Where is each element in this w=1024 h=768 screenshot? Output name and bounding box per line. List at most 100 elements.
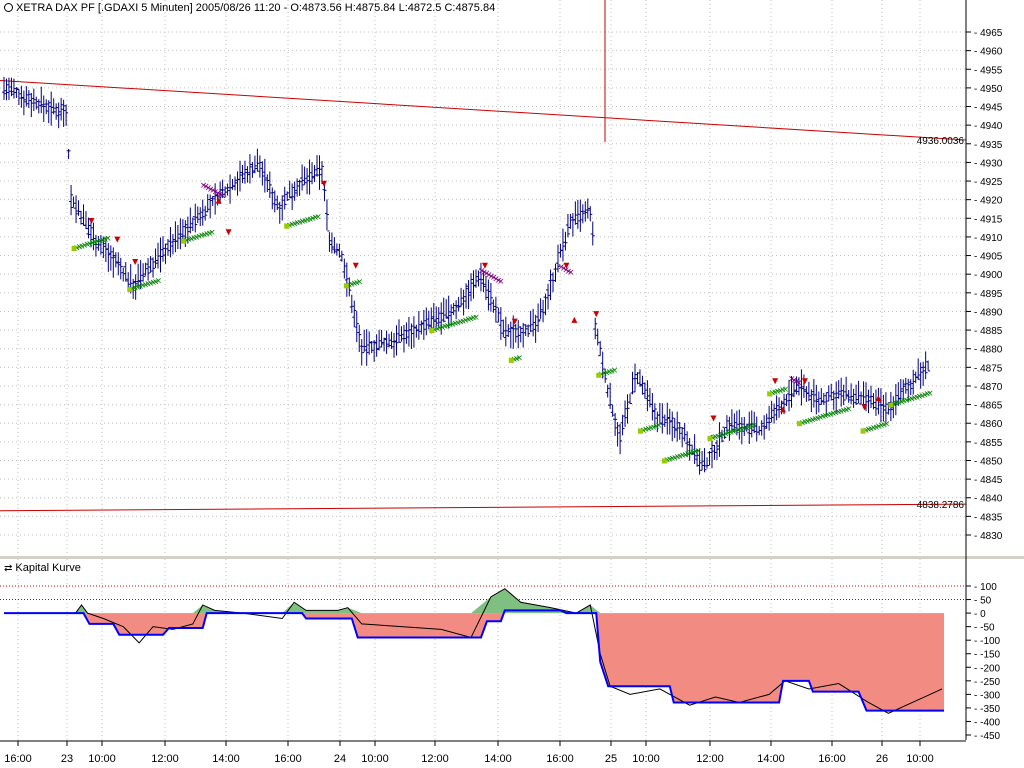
- y-tick-label: - 4885: [974, 326, 1003, 337]
- stop-marker: ×: [155, 277, 163, 287]
- short-marker: ×: [795, 379, 803, 389]
- x-tick-label: 26: [876, 753, 888, 765]
- stop-start-marker: [661, 458, 667, 464]
- y-tick-label: - 4835: [974, 512, 1003, 523]
- stop-marker: ×: [598, 370, 606, 380]
- short-marker: ×: [205, 183, 213, 193]
- stop-marker: ×: [779, 386, 787, 396]
- y-tick-label: - 4920: [974, 196, 1003, 207]
- stop-marker: ×: [457, 318, 465, 328]
- y-tick-label: - -100: [974, 636, 1001, 647]
- swap-arrows-icon[interactable]: ⇄: [4, 563, 13, 574]
- y-tick-label: - 4915: [974, 214, 1003, 225]
- short-marker: ×: [788, 375, 796, 385]
- stop-marker: ×: [139, 281, 147, 291]
- stop-marker: ×: [436, 324, 444, 334]
- y-tick-label: - 4875: [974, 363, 1003, 374]
- stop-marker: ×: [730, 427, 738, 437]
- stop-marker: ×: [104, 234, 112, 244]
- stop-marker: ×: [439, 323, 447, 333]
- stop-marker: ×: [206, 229, 214, 239]
- stop-start-marker: [888, 402, 894, 408]
- stop-marker: ×: [652, 422, 660, 432]
- stop-marker: ×: [809, 415, 817, 425]
- x-tick-label: 10:00: [906, 753, 934, 765]
- y-tick-label: - 4945: [974, 103, 1003, 114]
- stop-marker: ×: [663, 456, 671, 466]
- stop-marker: ×: [510, 355, 518, 365]
- stop-marker: ×: [872, 423, 880, 433]
- y-tick-label: - -400: [974, 717, 1001, 728]
- x-tick-label: 12:00: [421, 753, 449, 765]
- stop-marker: ×: [647, 424, 655, 434]
- stop-marker: ×: [131, 284, 139, 294]
- stop-marker: ×: [684, 450, 692, 460]
- stop-marker: ×: [732, 426, 740, 436]
- stop-marker: ×: [306, 215, 314, 225]
- stop-marker: ×: [840, 406, 848, 416]
- stop-marker: ×: [801, 418, 809, 428]
- stop-marker: ×: [774, 387, 782, 397]
- stop-marker: ×: [188, 234, 196, 244]
- short-marker: ×: [485, 270, 493, 280]
- stop-start-marker: [429, 328, 435, 334]
- stop-marker: ×: [842, 405, 850, 415]
- short-marker: ×: [216, 190, 224, 200]
- stop-marker: ×: [309, 214, 317, 224]
- panel-splitter[interactable]: [0, 556, 1024, 559]
- stop-marker: ×: [86, 239, 94, 249]
- short-marker: ×: [497, 277, 505, 287]
- price-y-axis: - 4830 - 4835 - 4840 - 4845 - 4850 - 4855 - 48…: [966, 28, 1003, 542]
- stop-marker: ×: [640, 426, 648, 436]
- stop-marker: ×: [905, 395, 913, 405]
- x-tick-label: 23: [61, 753, 73, 765]
- x-tick-label: 14:00: [757, 753, 785, 765]
- stop-marker: ×: [880, 420, 888, 430]
- stop-marker: ×: [689, 448, 697, 458]
- stop-marker: ×: [190, 234, 198, 244]
- stop-marker: ×: [822, 411, 830, 421]
- y-tick-label: - 4830: [974, 531, 1003, 542]
- short-marker: ×: [478, 266, 486, 276]
- stop-marker: ×: [750, 421, 758, 431]
- stop-marker: ×: [600, 369, 608, 379]
- y-tick-label: - -250: [974, 677, 1001, 688]
- channel-value-label: 4936.0036: [917, 136, 965, 147]
- short-marker: ×: [488, 272, 496, 282]
- stop-marker: ×: [203, 230, 211, 240]
- stop-marker: ×: [645, 424, 653, 434]
- short-entry-arrow: [481, 262, 488, 269]
- short-marker: ×: [495, 276, 503, 286]
- x-tick-label: 16:00: [274, 753, 302, 765]
- x-tick-label: 12:00: [151, 753, 179, 765]
- stop-marker: ×: [94, 237, 102, 247]
- stop-marker: ×: [611, 366, 619, 376]
- stop-marker: ×: [81, 241, 89, 251]
- stop-marker: ×: [650, 423, 658, 433]
- stop-marker: ×: [208, 228, 216, 238]
- chart-settings-icon[interactable]: [4, 3, 13, 12]
- stop-marker: ×: [431, 325, 439, 335]
- stop-start-marker: [180, 238, 186, 244]
- stop-marker: ×: [740, 424, 748, 434]
- stop-marker: ×: [681, 450, 689, 460]
- short-marker: ×: [212, 187, 220, 197]
- stop-start-marker: [508, 357, 514, 363]
- stop-marker: ×: [819, 412, 827, 422]
- y-tick-label: - 4910: [974, 233, 1003, 244]
- y-tick-label: - -450: [974, 731, 1001, 742]
- x-tick-label: 16:00: [4, 753, 32, 765]
- y-tick-label: - 4850: [974, 456, 1003, 467]
- long-entry-arrow: [215, 197, 222, 204]
- stop-marker: ×: [470, 314, 478, 324]
- short-entry-arrow: [114, 236, 121, 243]
- stop-marker: ×: [96, 236, 104, 246]
- stop-marker: ×: [76, 243, 84, 253]
- y-tick-label: - 4925: [974, 177, 1003, 188]
- stop-marker: ×: [286, 221, 294, 231]
- y-tick-label: - 4955: [974, 65, 1003, 76]
- long-entry-arrow: [875, 395, 882, 402]
- short-entry-arrow: [801, 378, 808, 385]
- stop-start-marker: [707, 436, 713, 442]
